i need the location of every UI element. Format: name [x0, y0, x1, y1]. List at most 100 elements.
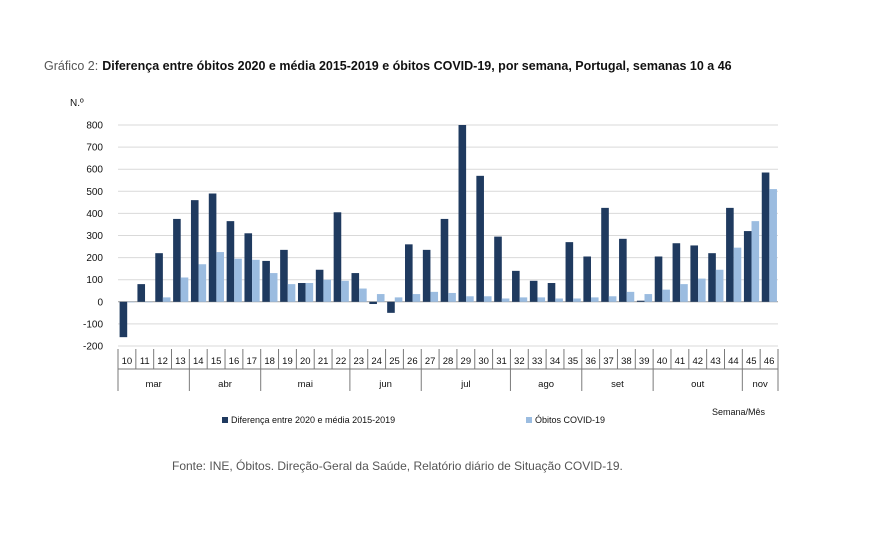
bar-diferenca — [619, 238, 627, 302]
y-tick-label: 0 — [97, 297, 103, 308]
week-label: 29 — [461, 356, 472, 367]
month-label: out — [691, 379, 705, 390]
bar-diferenca — [529, 280, 538, 302]
bar-diferenca — [601, 207, 609, 302]
bar-diferenca — [315, 269, 324, 302]
bar-diferenca — [761, 172, 770, 302]
bar-diferenca — [387, 301, 395, 313]
y-tick-label: 200 — [86, 253, 103, 264]
bar-diferenca — [654, 256, 663, 302]
week-label: 41 — [675, 356, 686, 367]
week-label: 35 — [568, 356, 579, 367]
week-label: 18 — [264, 356, 275, 367]
bar-obitos-covid — [715, 269, 724, 302]
bar-obitos-covid — [323, 279, 332, 302]
legend-label: Óbitos COVID-19 — [535, 415, 605, 425]
bar-obitos-covid — [483, 296, 492, 302]
bar-diferenca — [333, 212, 342, 302]
month-label: jun — [378, 379, 392, 390]
bar-diferenca — [244, 233, 253, 302]
y-tick-label: 600 — [86, 165, 103, 176]
bar-diferenca — [583, 256, 591, 302]
bar-diferenca — [743, 231, 752, 302]
week-label: 38 — [621, 356, 632, 367]
week-label: 36 — [585, 356, 596, 367]
month-label: jul — [460, 379, 471, 390]
y-tick-label: -100 — [83, 319, 103, 330]
week-label: 32 — [514, 356, 525, 367]
y-tick-label: 700 — [86, 143, 103, 154]
month-label: nov — [752, 379, 768, 390]
week-label: 12 — [157, 356, 168, 367]
bar-diferenca — [636, 300, 645, 302]
month-label: mar — [145, 379, 161, 390]
week-label: 24 — [371, 356, 382, 367]
legend-label: Diferença entre 2020 e média 2015-2019 — [231, 415, 395, 425]
bar-obitos-covid — [733, 247, 742, 302]
week-label: 22 — [336, 356, 347, 367]
week-label: 31 — [496, 356, 507, 367]
bar-obitos-covid — [590, 297, 599, 302]
x-axis-label: Semana/Mês — [712, 407, 766, 417]
bar-obitos-covid — [269, 273, 278, 302]
bar-diferenca — [708, 253, 716, 302]
bar-diferenca — [190, 200, 199, 302]
bar-obitos-covid — [376, 294, 385, 302]
bar-obitos-covid — [662, 289, 670, 302]
week-label: 30 — [478, 356, 489, 367]
bar-obitos-covid — [198, 264, 207, 302]
bar-diferenca — [458, 125, 467, 302]
bars — [119, 125, 777, 338]
week-label: 15 — [211, 356, 222, 367]
week-label: 33 — [532, 356, 543, 367]
bar-obitos-covid — [145, 301, 153, 303]
bar-obitos-covid — [234, 258, 242, 302]
month-label: set — [611, 379, 624, 390]
week-label: 40 — [657, 356, 668, 367]
bar-diferenca — [690, 245, 699, 302]
y-axis-label: N.º — [70, 98, 84, 109]
week-label: 26 — [407, 356, 418, 367]
week-label: 21 — [318, 356, 329, 367]
month-label: ago — [538, 379, 554, 390]
bar-obitos-covid — [608, 296, 617, 302]
bar-diferenca — [155, 253, 163, 302]
bar-obitos-covid — [573, 298, 581, 302]
chart-title: Gráfico 2: Diferença entre óbitos 2020 e … — [44, 59, 732, 73]
y-tick-label: -200 — [83, 342, 103, 353]
month-label: abr — [218, 379, 232, 390]
bar-obitos-covid — [644, 294, 653, 302]
bar-obitos-covid — [537, 297, 546, 302]
bar-diferenca — [262, 260, 270, 302]
bar-obitos-covid — [519, 297, 528, 302]
legend: Diferença entre 2020 e média 2015-2019 Ób… — [222, 415, 605, 425]
bar-obitos-covid — [180, 277, 189, 302]
week-label: 23 — [354, 356, 365, 367]
bar-obitos-covid — [448, 292, 456, 302]
bar-obitos-covid — [501, 298, 510, 302]
bar-diferenca — [119, 301, 128, 338]
week-label: 45 — [746, 356, 757, 367]
x-axis: 10 11 12 13 14 15 16 17 18 19 20 21 22 23 24 25 26 27 28 29… — [117, 349, 779, 391]
bar-obitos-covid — [287, 284, 296, 302]
week-label: 25 — [389, 356, 400, 367]
week-label: 34 — [550, 356, 561, 367]
week-label: 10 — [122, 356, 133, 367]
bar-diferenca — [440, 218, 449, 302]
y-tick-label: 100 — [86, 275, 103, 286]
y-tick-label: 800 — [86, 121, 103, 132]
week-label: 27 — [425, 356, 436, 367]
week-label: 13 — [175, 356, 186, 367]
week-label: 16 — [229, 356, 240, 367]
y-tick-label: 500 — [86, 187, 103, 198]
bar-diferenca — [565, 242, 574, 302]
bar-obitos-covid — [162, 297, 171, 302]
bar-obitos-covid — [430, 291, 439, 302]
bar-obitos-covid — [341, 280, 349, 302]
chart-title-prefix: Gráfico 2: — [44, 59, 98, 73]
bar-diferenca — [297, 283, 306, 302]
bar-diferenca — [405, 244, 413, 302]
bar-obitos-covid — [626, 291, 635, 302]
week-label: 28 — [443, 356, 454, 367]
